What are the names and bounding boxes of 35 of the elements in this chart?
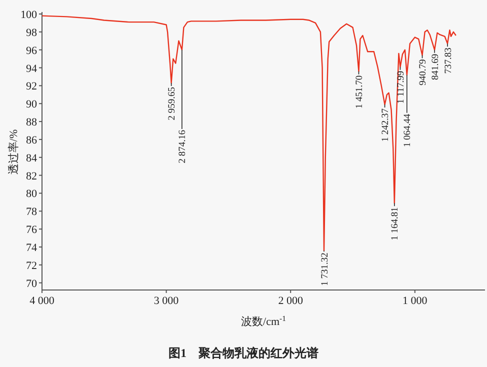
x-axis-title: 波数/cm$^{-1}$ [241, 314, 286, 328]
y-axis-title: 透过率/% [7, 129, 20, 175]
x-tick-label: 1 000 [402, 295, 428, 307]
y-tick-label: 96 [26, 44, 38, 57]
annotation: 2 959.65 [168, 86, 178, 120]
y-tick-label: 70 [26, 278, 38, 290]
annotation: 1 117.99 [396, 70, 407, 104]
x-tick-label: 2 000 [278, 295, 304, 307]
x-tick-label: 4 000 [30, 295, 55, 307]
y-tick-label: 86 [26, 134, 38, 146]
annotation: 1 064.44 [403, 114, 414, 148]
annotation: 1 242.37 [381, 108, 392, 142]
annotation: 841.69 [430, 54, 441, 80]
y-tick-label: 98 [26, 26, 38, 39]
y-tick-label: 88 [26, 116, 38, 129]
x-tick-label: 3 000 [154, 295, 180, 307]
annotation: 1 451.70 [355, 75, 366, 109]
y-tick-label: 80 [26, 188, 38, 200]
y-tick-label: 92 [26, 80, 37, 93]
y-tick-label: 78 [26, 206, 38, 218]
y-tick-label: 82 [26, 170, 37, 182]
y-tick-label: 72 [26, 260, 37, 272]
y-tick-label: 94 [26, 62, 38, 75]
line-series [41, 15, 457, 252]
text: 图1 聚合物乳液的红外光谱 [168, 346, 318, 360]
annotation: 737.83 [444, 47, 454, 74]
y-tick-label: 84 [26, 152, 38, 164]
annotation: 1 164.81 [390, 206, 401, 240]
y-tick-label: 90 [26, 98, 38, 111]
y-tick-label: 76 [26, 224, 38, 236]
annotation: 940.79 [418, 58, 429, 86]
annotation: 1 731.32 [320, 252, 330, 286]
annotation: 2 874.16 [178, 130, 188, 164]
y-tick-label: 74 [26, 242, 38, 254]
y-tick-label: 100 [20, 9, 38, 21]
